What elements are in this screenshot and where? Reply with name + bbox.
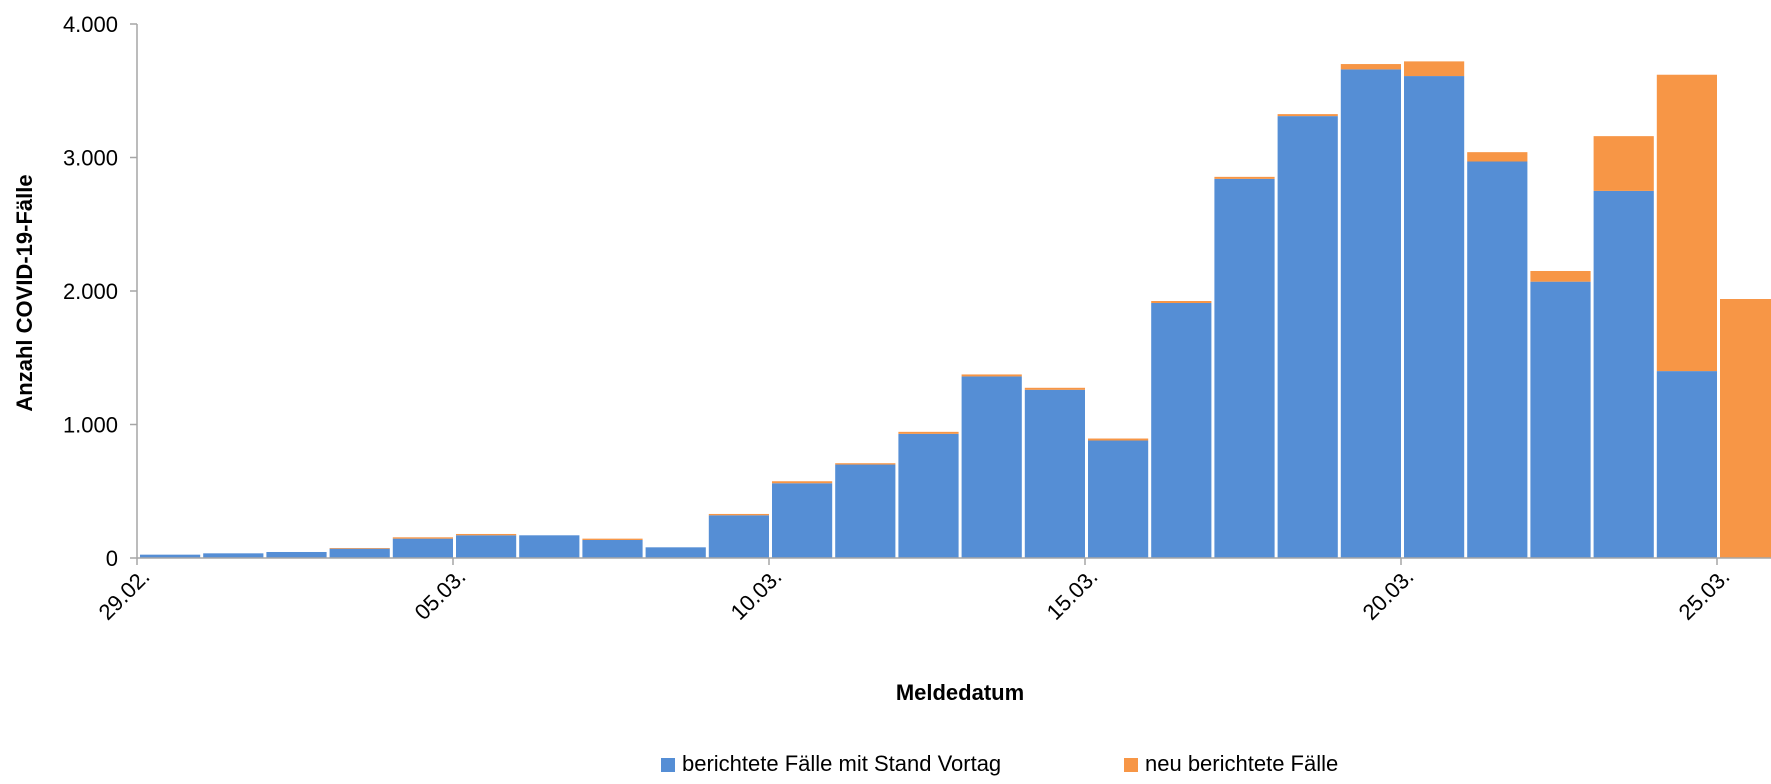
- bar-0903-series-0: [708, 515, 769, 558]
- bar-0503-series-1: [456, 533, 517, 536]
- bar-1103-series-1: [835, 463, 896, 465]
- bar-0303-series-0: [329, 548, 390, 558]
- bar-2403-series-1: [1656, 74, 1717, 372]
- bar-1903-series-1: [1340, 64, 1401, 70]
- bar-0803-series-0: [645, 547, 706, 558]
- x-tick-label: 20.03.: [1358, 564, 1419, 625]
- bar-2003-series-1: [1404, 61, 1465, 77]
- bar-0303-series-1: [329, 547, 390, 549]
- y-axis-title: Anzahl COVID-19-Fälle: [12, 174, 37, 411]
- y-tick-label: 2.000: [63, 279, 118, 304]
- bar-1403-series-0: [1024, 389, 1085, 558]
- x-tick-labels: 29.02. 05.03. 10.03. 15.03. 20.03. 25.03.: [94, 564, 1735, 625]
- bar-2203-series-0: [1530, 281, 1591, 558]
- bar-0903-series-1: [708, 513, 769, 516]
- bar-0703-series-0: [582, 539, 643, 558]
- x-tick-label: 29.02.: [94, 564, 155, 625]
- y-tick-labels: 0 1.000 2.000 3.000 4.000: [63, 12, 118, 571]
- y-tick-label: 0: [106, 546, 118, 571]
- bar-1703-series-1: [1214, 176, 1275, 179]
- bar-0103-series-0: [203, 553, 264, 558]
- legend-label-series-1: neu berichtete Fälle: [1145, 751, 1338, 776]
- bar-2103-series-0: [1467, 161, 1528, 558]
- x-tick-label: 15.03.: [1042, 564, 1103, 625]
- legend-swatch-series-0: [661, 758, 675, 772]
- legend-swatch-series-1: [1124, 758, 1138, 772]
- x-tick-label: 05.03.: [410, 564, 471, 625]
- bar-0203-series-0: [266, 551, 327, 558]
- bar-1103-series-0: [835, 464, 896, 558]
- bar-1603-series-1: [1151, 301, 1212, 304]
- bar-1303-series-1: [961, 374, 1022, 377]
- y-tick-label: 3.000: [63, 146, 118, 171]
- bar-2503-series-1: [1720, 299, 1771, 558]
- bar-2003-series-0: [1404, 76, 1465, 558]
- legend: berichtete Fälle mit Stand Vortag neu be…: [661, 751, 1338, 776]
- bar-1503-series-1: [1088, 438, 1149, 441]
- y-tick-label: 1.000: [63, 413, 118, 438]
- bar-0603-series-0: [519, 535, 580, 558]
- bar-1803-series-1: [1277, 114, 1338, 117]
- bar-1703-series-0: [1214, 178, 1275, 559]
- bar-1003-series-1: [772, 481, 833, 484]
- bar-1903-series-0: [1340, 69, 1401, 558]
- bar-1603-series-0: [1151, 303, 1212, 558]
- bar-2403-series-0: [1656, 371, 1717, 558]
- bars-layer: [140, 61, 1771, 559]
- x-tick-label: 10.03.: [726, 564, 787, 625]
- y-tick-label: 4.000: [63, 12, 118, 37]
- bar-2203-series-1: [1530, 270, 1591, 282]
- bar-1803-series-0: [1277, 116, 1338, 559]
- bar-1503-series-0: [1088, 440, 1149, 558]
- bar-0403-series-1: [392, 537, 453, 539]
- x-tick-label: 25.03.: [1674, 564, 1735, 625]
- axes-layer: [130, 23, 1771, 565]
- bar-0703-series-1: [582, 538, 643, 540]
- bar-1403-series-1: [1024, 387, 1085, 390]
- bar-2303-series-0: [1593, 190, 1654, 559]
- bar-2902-series-0: [140, 554, 201, 558]
- bar-0503-series-0: [456, 535, 517, 558]
- bar-1003-series-0: [772, 483, 833, 558]
- legend-label-series-0: berichtete Fälle mit Stand Vortag: [682, 751, 1001, 776]
- bar-1303-series-0: [961, 376, 1022, 558]
- bar-0403-series-0: [392, 538, 453, 558]
- bar-2303-series-1: [1593, 136, 1654, 191]
- bar-1203-series-0: [898, 433, 959, 558]
- bar-1203-series-1: [898, 431, 959, 434]
- x-axis-title: Meldedatum: [896, 680, 1024, 705]
- bar-2103-series-1: [1467, 152, 1528, 162]
